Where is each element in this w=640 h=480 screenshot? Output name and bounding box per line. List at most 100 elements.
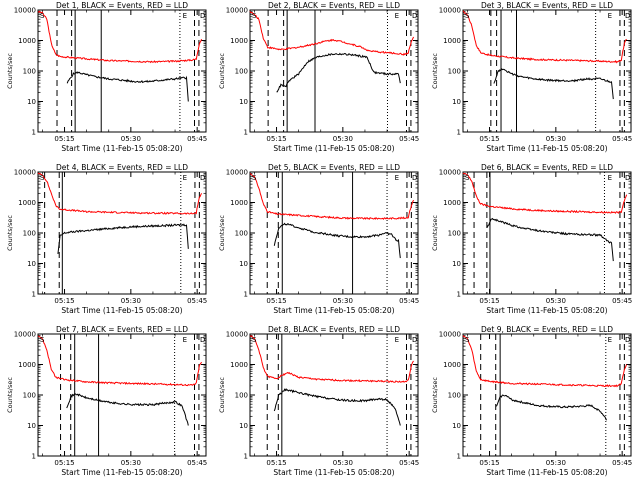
x-tick-label: 05:30 [333,135,353,143]
corner-label-right-2: D [412,12,417,20]
y-tick-label: 100 [23,392,36,400]
x-axis-title: Start Time (11-Feb-15 05:08:20) [486,306,607,315]
series-lld-line [37,335,203,387]
x-axis-title: Start Time (11-Feb-15 05:08:20) [61,468,182,477]
y-tick-label: 1 [457,291,461,299]
x-tick-label: 05:45 [612,297,632,305]
y-axis-title: Counts/sec [6,215,14,251]
x-axis-title: Start Time (11-Feb-15 05:08:20) [61,144,182,153]
y-tick-label: 100 [235,230,248,238]
corner-label-right-1: E [395,12,399,20]
y-tick-label: 10 [452,422,461,430]
y-tick-label: 10000 [226,7,248,15]
series-lld-line [462,172,628,214]
y-tick-label: 1 [457,453,461,461]
y-axis-title: Counts/sec [431,215,439,251]
panel-det-7: 1 10 100 1000 10000 05:15 05:30 05:45 S E D Det 7, … [6,325,207,477]
corner-label-right-2: D [625,336,630,344]
x-tick-label: 05:15 [54,459,74,467]
corner-label-right-2: D [200,336,205,344]
series-events-line [273,387,401,426]
y-tick-label: 10000 [439,331,461,339]
series-lld-line [249,10,415,56]
panel-det-6: 1 10 100 1000 10000 05:15 05:30 05:45 S E D Det 6, … [431,163,632,315]
x-tick-label: 05:45 [187,297,207,305]
corner-label-left: S [465,12,470,20]
y-tick-label: 1 [244,129,248,137]
corner-label-right-2: D [625,174,630,182]
series-lld-line [249,335,414,383]
corner-label-left: S [40,174,45,182]
x-tick-label: 05:15 [479,459,499,467]
y-tick-label: 10000 [226,169,248,177]
x-tick-label: 05:45 [612,135,632,143]
x-tick-label: 05:15 [54,135,74,143]
x-axis-title: Start Time (11-Feb-15 05:08:20) [273,468,394,477]
y-tick-label: 1 [32,129,36,137]
panel-title: Det 8, BLACK = Events, RED = LLD [268,325,400,334]
x-tick-label: 05:30 [121,135,141,143]
y-tick-label: 1000 [443,361,461,369]
x-tick-label: 05:45 [399,135,419,143]
series-events-line [273,222,401,259]
y-tick-label: 10 [27,98,36,106]
panel-title: Det 6, BLACK = Events, RED = LLD [481,163,613,172]
plot-frame [249,333,419,457]
corner-label-right-2: D [625,12,630,20]
y-tick-label: 10000 [14,331,36,339]
x-tick-label: 05:15 [479,297,499,305]
corner-label-left: S [40,336,45,344]
y-axis-title: Counts/sec [431,377,439,413]
x-tick-label: 05:30 [546,297,566,305]
plot-frame [249,9,419,133]
y-tick-label: 100 [448,230,461,238]
y-axis-title: Counts/sec [218,215,226,251]
panel-det-2: 1 10 100 1000 10000 05:15 05:30 05:45 S E D Det 2, … [218,1,419,153]
panel-title: Det 9, BLACK = Events, RED = LLD [481,325,613,334]
y-tick-label: 100 [448,68,461,76]
panel-title: Det 3, BLACK = Events, RED = LLD [481,1,613,10]
corner-label-right-1: E [608,12,612,20]
x-axis-title: Start Time (11-Feb-15 05:08:20) [273,144,394,153]
x-tick-label: 05:30 [333,459,353,467]
corner-label-right-2: D [200,12,205,20]
plot-frame [462,171,632,295]
y-tick-label: 1 [457,129,461,137]
y-tick-label: 1 [32,291,36,299]
x-tick-label: 05:45 [612,459,632,467]
y-tick-label: 100 [235,392,248,400]
y-axis-title: Counts/sec [6,377,14,413]
plot-frame [462,9,632,133]
x-tick-label: 05:45 [399,459,419,467]
y-tick-label: 1 [244,453,248,461]
x-axis-title: Start Time (11-Feb-15 05:08:20) [486,144,607,153]
corner-label-right-1: E [183,12,187,20]
panel-title: Det 7, BLACK = Events, RED = LLD [56,325,188,334]
x-tick-label: 05:30 [121,297,141,305]
plot-frame [249,171,419,295]
y-tick-label: 1000 [443,199,461,207]
x-axis-title: Start Time (11-Feb-15 05:08:20) [61,306,182,315]
corner-label-left: S [40,12,45,20]
series-events-line [495,394,608,421]
y-axis-title: Counts/sec [218,377,226,413]
x-axis-title: Start Time (11-Feb-15 05:08:20) [486,468,607,477]
series-events-line [486,217,614,262]
panel-title: Det 1, BLACK = Events, RED = LLD [56,1,188,10]
panel-title: Det 4, BLACK = Events, RED = LLD [56,163,188,172]
y-tick-label: 10000 [439,169,461,177]
x-tick-label: 05:30 [546,135,566,143]
y-tick-label: 100 [235,68,248,76]
y-tick-label: 10 [239,422,248,430]
y-tick-label: 1000 [230,361,248,369]
y-axis-title: Counts/sec [218,53,226,89]
corner-label-right-1: E [183,336,187,344]
corner-label-right-1: E [395,336,399,344]
x-axis-title: Start Time (11-Feb-15 05:08:20) [273,306,394,315]
y-tick-label: 1 [32,453,36,461]
corner-label-right-1: E [608,336,612,344]
plot-frame [37,333,207,457]
y-tick-label: 1 [244,291,248,299]
corner-label-left: S [252,12,257,20]
panel-det-5: 1 10 100 1000 10000 05:15 05:30 05:45 S E D Det 5, … [218,163,419,315]
